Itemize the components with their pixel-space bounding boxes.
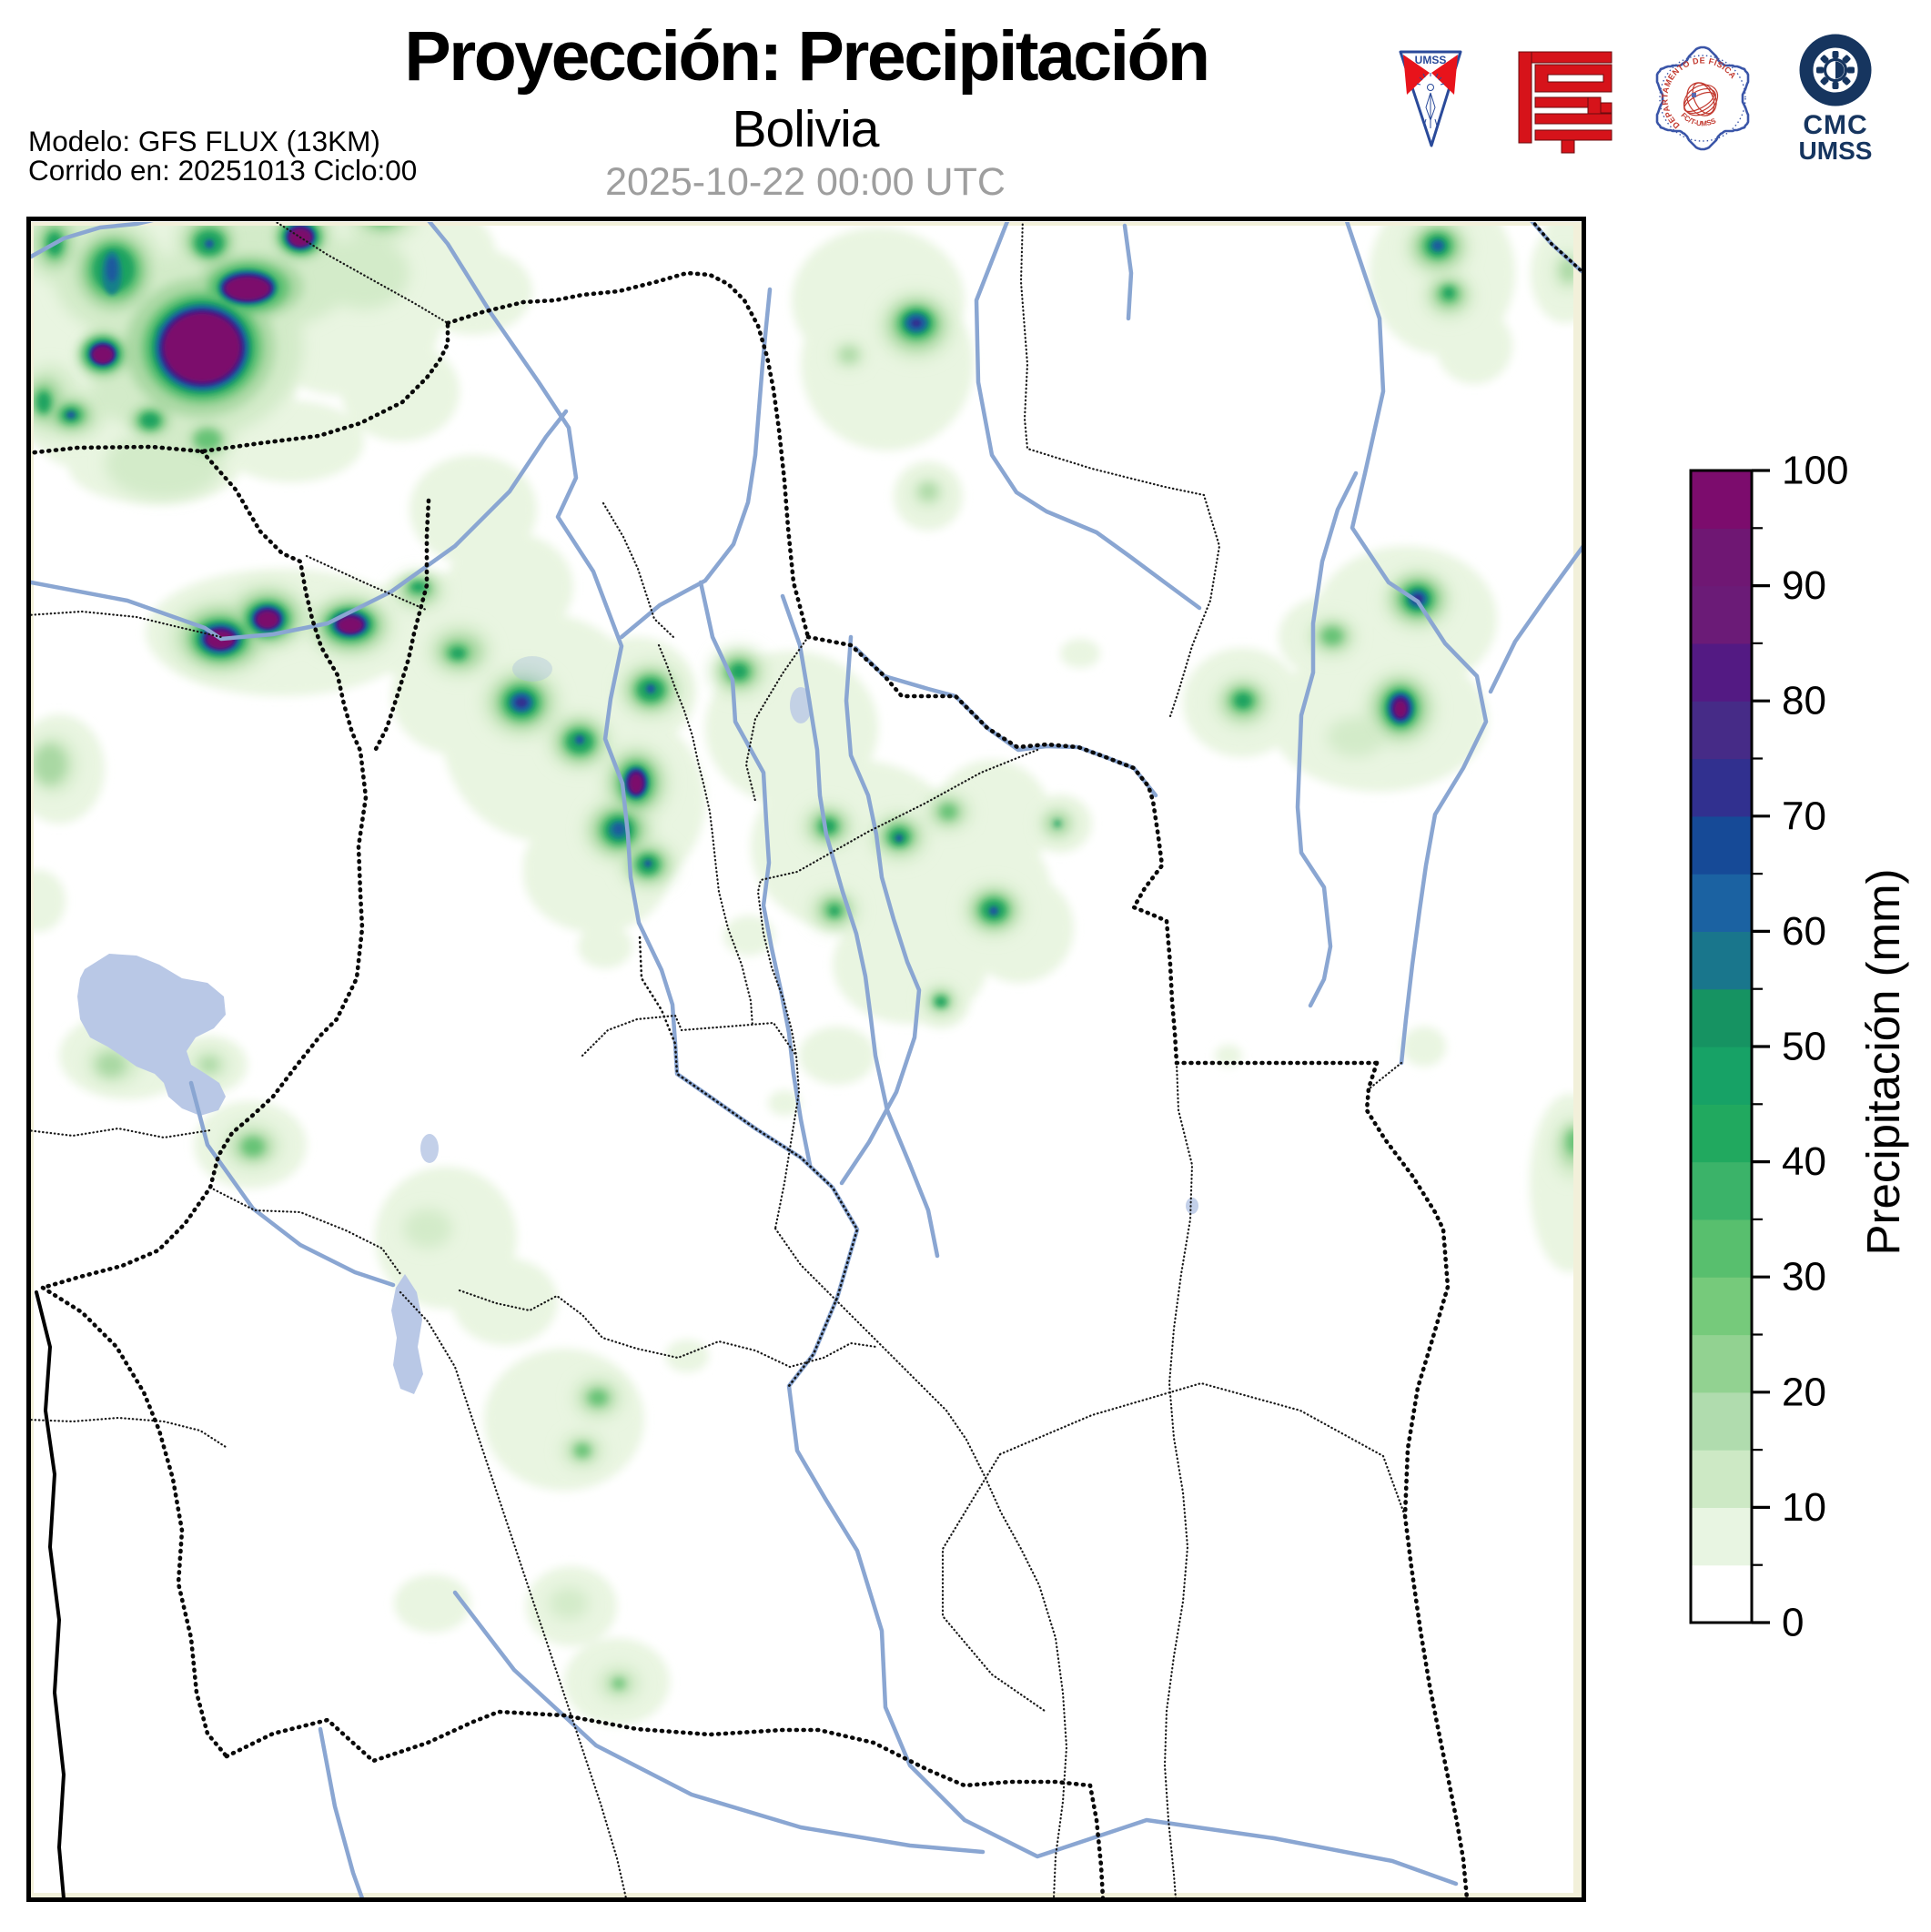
svg-text:Modelo: GFS FLUX (13KM): Modelo: GFS FLUX (13KM) <box>28 125 380 157</box>
svg-text:90: 90 <box>1782 563 1826 608</box>
svg-text:CMC: CMC <box>1803 110 1867 140</box>
svg-text:UMSS: UMSS <box>1799 137 1873 165</box>
svg-text:50: 50 <box>1782 1025 1826 1069</box>
svg-text:UMSS: UMSS <box>1415 54 1447 66</box>
svg-text:30: 30 <box>1782 1255 1826 1300</box>
svg-text:10: 10 <box>1782 1485 1826 1530</box>
svg-text:70: 70 <box>1782 794 1826 838</box>
svg-text:Bolivia: Bolivia <box>733 100 880 158</box>
svg-text:100: 100 <box>1782 449 1848 493</box>
svg-text:Corrido en: 20251013 Ciclo:00: Corrido en: 20251013 Ciclo:00 <box>28 154 417 187</box>
svg-text:0: 0 <box>1782 1601 1804 1645</box>
svg-text:60: 60 <box>1782 909 1826 954</box>
svg-text:Proyección: Precipitación: Proyección: Precipitación <box>404 17 1208 96</box>
svg-text:20: 20 <box>1782 1370 1826 1414</box>
svg-text:Precipitación (mm): Precipitación (mm) <box>1857 868 1909 1255</box>
svg-text:40: 40 <box>1782 1139 1826 1184</box>
svg-text:80: 80 <box>1782 679 1826 723</box>
svg-text:2025-10-22 00:00 UTC: 2025-10-22 00:00 UTC <box>605 160 1006 204</box>
